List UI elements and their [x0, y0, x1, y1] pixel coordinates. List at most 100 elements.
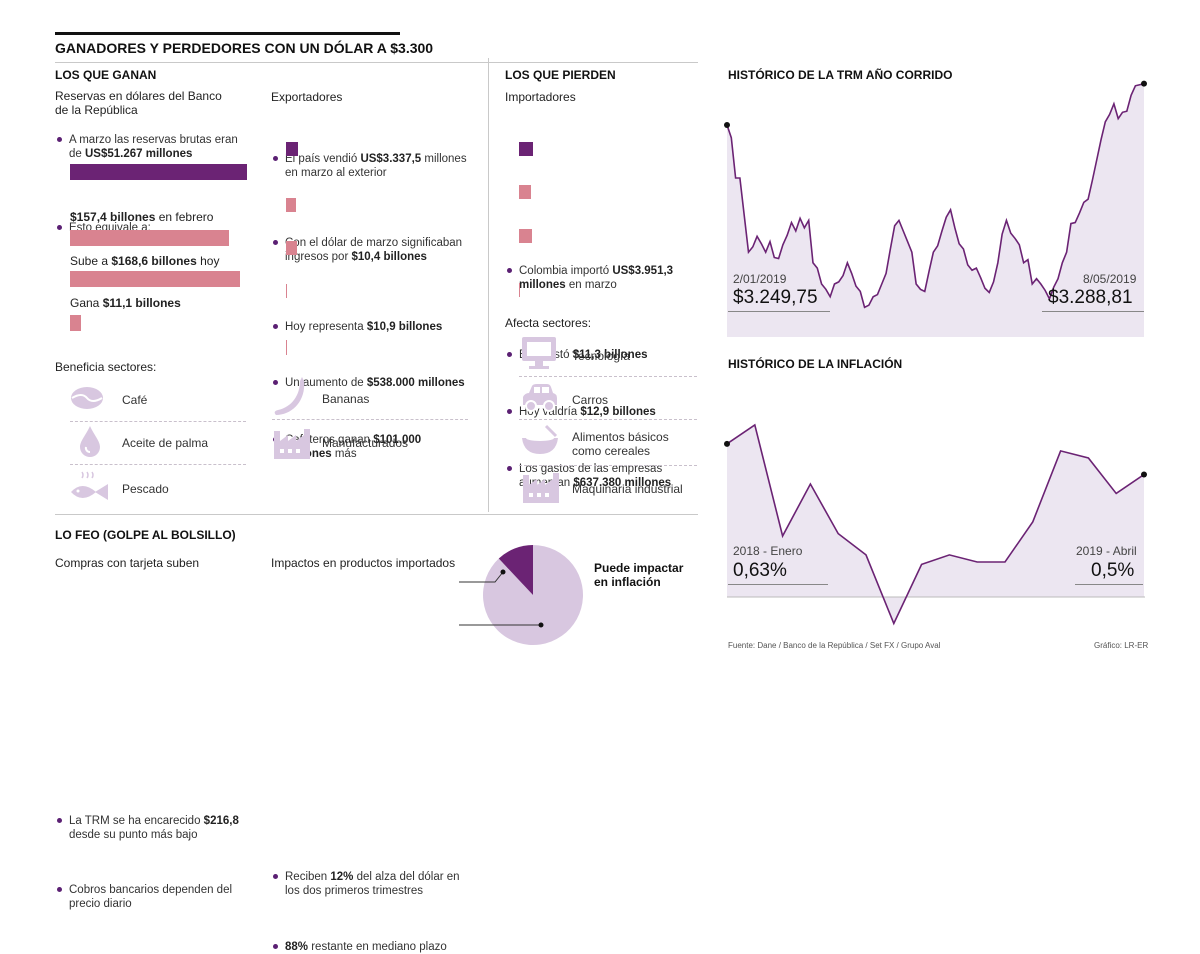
import-bar-4: [519, 283, 520, 297]
footer-credit: Gráfico: LR-ER: [1094, 641, 1149, 650]
import-bullet-1: Colombia importó US$3.951,3 millones en …: [505, 264, 690, 292]
feo-heading: LO FEO (GOLPE AL BOLSILLO): [55, 528, 236, 542]
impactos-i2-b: restante en mediano plazo: [308, 941, 447, 953]
sector-divider: [519, 465, 697, 466]
reservas-title: Reservas en dólares del Banco de la Repú…: [55, 89, 222, 117]
gana-bar: [70, 315, 81, 331]
import-b3-b: $12,9 billones: [580, 406, 656, 418]
pie-leader-dot-88: [538, 622, 544, 628]
importadores-title: Importadores: [505, 90, 576, 104]
reservas-l1-text: en febrero: [155, 210, 214, 224]
sector-manufacturados: Manufacturados: [322, 436, 409, 450]
tarjeta-title: Compras con tarjeta suben: [55, 556, 200, 570]
monitor-icon: [521, 336, 557, 375]
sector-pescado: Pescado: [122, 482, 169, 496]
inflation-area: [727, 424, 1144, 624]
import-b1-c: en marzo: [565, 279, 617, 291]
industrial-machinery-icon: [521, 469, 561, 510]
inflation-end-value: 0,5%: [1091, 560, 1135, 581]
inflation-start-underline: [728, 584, 828, 585]
hoy-bar: [70, 271, 240, 287]
pie-slice-12: [498, 545, 533, 595]
reservas-bar: [70, 164, 247, 180]
tarjeta-bullet-1: La TRM se ha encarecido $216,8 desde su …: [55, 814, 245, 842]
export-bar-3: [286, 241, 297, 255]
sector-maquinaria: Maquinaria industrial: [572, 482, 683, 496]
exportadores-title: Exportadores: [271, 90, 343, 104]
trm-line: [726, 82, 1145, 309]
sector-cafe: Café: [122, 393, 148, 407]
reservas-l2-c: hoy: [196, 254, 220, 268]
import-b1-a: Colombia importó: [519, 265, 613, 277]
beneficia-title: Beneficia sectores:: [55, 360, 157, 374]
reservas-l2-b: $168,6 billones: [111, 254, 197, 268]
inflation-start-date: 2018 - Enero: [733, 544, 803, 558]
export-b4-a: Un aumento de: [285, 377, 367, 389]
export-bullet-1: El país vendió US$3.337,5 millones en ma…: [271, 152, 471, 180]
export-b3-b: $10,9 billones: [366, 321, 443, 333]
export-b2-a: Con el dólar de marzo significaban ingre…: [285, 237, 463, 263]
export-b3-a: Hoy representa: [285, 321, 367, 333]
trm-start-date: 2/01/2019: [733, 272, 787, 286]
pie-label: Puede impactar en inflación: [594, 561, 684, 589]
bowl-icon: [520, 424, 560, 463]
fish-icon: [68, 470, 110, 509]
export-b1-a: El país vendió: [285, 153, 361, 165]
reservas-l3-b: $11,1 billones: [102, 296, 181, 310]
export-bar-2: [286, 198, 296, 212]
factory-icon: [272, 425, 312, 466]
impact-pie-chart: [459, 545, 583, 645]
export-b1-c: millones en marzo al exterior: [285, 153, 467, 179]
export-bar-5: [286, 340, 287, 355]
impactos-bullet-1: Reciben 12% del alza del dólar en los do…: [271, 870, 461, 898]
trm-end-value: $3.288,81: [1048, 287, 1133, 308]
trm-chart-title: HISTÓRICO DE LA TRM AÑO CORRIDO: [728, 68, 953, 82]
impactos-i2-a: 88%: [285, 941, 309, 953]
title-rule: [55, 32, 400, 35]
sector-divider: [70, 421, 246, 422]
export-bar-1: [286, 142, 298, 156]
trm-start-value: $3.249,75: [733, 287, 818, 308]
inflation-line: [726, 423, 1145, 626]
sector-carros: Carros: [572, 393, 609, 407]
ganan-heading: LOS QUE GANAN: [55, 68, 157, 82]
pie-leader-12: [459, 571, 504, 583]
pie-leader-dot-12: [500, 569, 506, 575]
car-icon: [521, 383, 559, 418]
inflation-chart-title: HISTÓRICO DE LA INFLACIÓN: [728, 357, 903, 371]
import-bar-3: [519, 229, 532, 243]
reservas-l3-a: Gana: [70, 296, 103, 310]
sector-divider: [272, 419, 468, 420]
trm-start-underline: [728, 311, 830, 312]
page-title: GANADORES Y PERDEDORES CON UN DÓLAR A $3…: [55, 40, 434, 56]
export-bullet-3: Hoy representa $10,9 billones: [271, 320, 471, 334]
sector-divider: [519, 419, 697, 420]
trm-end-underline: [1042, 311, 1144, 312]
sector-alimentos: Alimentos básicos como cereales: [572, 430, 669, 458]
reservas-b1-text: A marzo las reservas brutas eran de: [69, 134, 238, 160]
export-b5-c: más: [331, 448, 357, 460]
coffee-icon: [70, 386, 104, 415]
tarjeta-t1-c: desde su punto más bajo: [69, 829, 198, 841]
footer-source: Fuente: Dane / Banco de la República / S…: [728, 641, 941, 650]
reservas-bullet-1: A marzo las reservas brutas eran de US$5…: [55, 133, 245, 161]
reservas-line-1: $157,4 billones en febrero: [70, 210, 213, 224]
sector-divider: [519, 376, 697, 377]
banana-icon: [272, 375, 306, 422]
sector-aceite: Aceite de palma: [122, 436, 209, 450]
tarjeta-t1-a: La TRM se ha encarecido: [69, 815, 204, 827]
export-bullet-4: Un aumento de $538.000 millones: [271, 376, 481, 390]
feo-divider: [55, 514, 698, 515]
pierden-heading: LOS QUE PIERDEN: [505, 68, 616, 82]
inflation-chart: [724, 423, 1147, 626]
palm-oil-drop-icon: [78, 425, 102, 462]
reservas-l1-bold: $157,4 billones: [70, 210, 156, 224]
import-b1-b: US$3.951,3 millones: [519, 265, 674, 291]
trm-end-point: [1141, 80, 1147, 87]
sector-bananas: Bananas: [322, 392, 370, 406]
inflation-end-underline: [1075, 584, 1143, 585]
sector-divider: [70, 464, 246, 465]
inflation-end-point: [1141, 471, 1147, 478]
tarjeta-bullet-2: Cobros bancarios dependen del precio dia…: [55, 883, 235, 911]
afecta-title: Afecta sectores:: [505, 316, 592, 330]
